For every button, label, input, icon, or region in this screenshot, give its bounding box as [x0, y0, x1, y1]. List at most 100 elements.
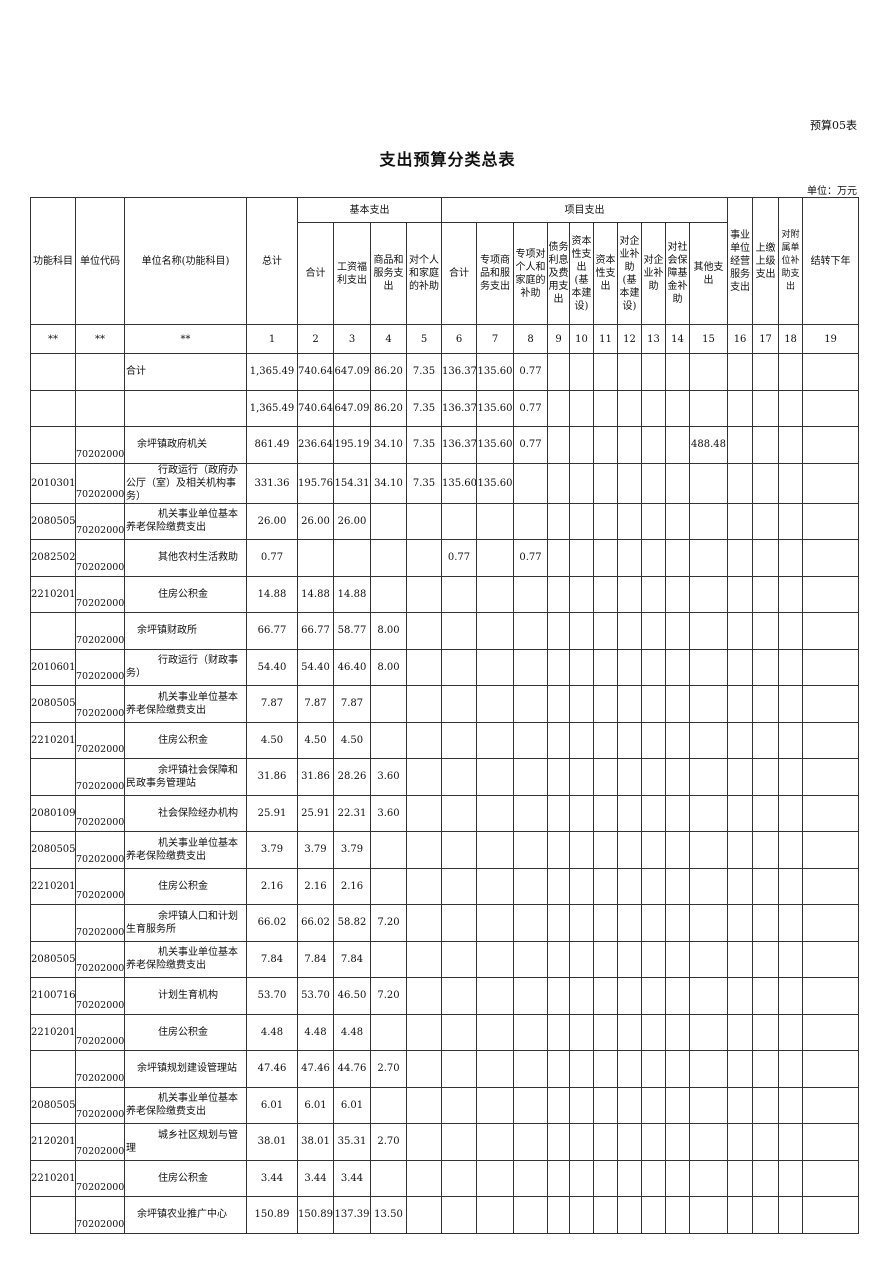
value-cell	[547, 1159, 570, 1197]
value-cell: 28.26	[333, 758, 371, 796]
value-cell	[665, 1086, 690, 1124]
func-subject-cell: 2210201	[30, 721, 76, 759]
value-cell	[547, 867, 570, 905]
column-index: **	[124, 324, 247, 354]
column-index: 8	[513, 324, 548, 354]
value-cell	[727, 575, 754, 613]
table-row: 2080505702020002机关事业单位基本养老保险缴费支出7.877.87…	[30, 685, 860, 723]
value-cell: 7.35	[406, 426, 442, 464]
header-other-col: 事业单位经营服务支出	[727, 197, 754, 325]
value-cell	[617, 904, 642, 942]
value-cell: 135.60	[476, 389, 514, 427]
header-basic-col: 对个人和家庭的补助	[406, 222, 442, 325]
value-cell	[641, 462, 666, 504]
value-cell: 488.48	[688, 426, 729, 464]
value-cell	[513, 1013, 548, 1051]
value-cell	[688, 575, 729, 613]
value-cell: 54.40	[297, 648, 334, 686]
value-cell: 34.10	[370, 462, 407, 504]
value-cell	[441, 612, 477, 650]
value-cell	[617, 539, 642, 577]
value-cell: 135.60	[476, 426, 514, 464]
form-number: 预算05表	[810, 119, 857, 132]
value-cell	[593, 353, 618, 391]
unit-code-cell: 702020002	[75, 685, 125, 723]
header-total: 总计	[246, 197, 298, 325]
value-cell: 58.82	[333, 904, 371, 942]
value-cell	[617, 1013, 642, 1051]
value-cell	[441, 904, 477, 942]
value-cell	[617, 389, 642, 427]
value-cell	[569, 940, 594, 978]
value-cell	[752, 831, 780, 869]
value-cell: 4.48	[297, 1013, 334, 1051]
value-cell	[593, 1086, 618, 1124]
value-cell: 6.01	[333, 1086, 371, 1124]
value-cell	[752, 389, 780, 427]
value-cell: 31.86	[297, 758, 334, 796]
value-cell	[569, 794, 594, 832]
value-cell	[727, 721, 754, 759]
value-cell	[569, 389, 594, 427]
value-cell	[665, 575, 690, 613]
value-cell	[406, 502, 442, 540]
value-cell	[802, 502, 860, 540]
value-cell	[778, 794, 804, 832]
header-project-group: 项目支出	[440, 197, 729, 223]
value-cell	[665, 685, 690, 723]
value-cell	[617, 426, 642, 464]
value-cell	[569, 1123, 594, 1161]
value-cell: 137.39	[333, 1196, 371, 1234]
value-cell: 2.16	[333, 867, 371, 905]
table-row: 2082502702020001其他农村生活救助0.770.770.77	[30, 539, 860, 577]
value-cell	[593, 462, 618, 504]
header-other-col: 结转下年	[802, 197, 860, 325]
unit-code-cell: 702020005	[75, 1086, 125, 1124]
value-cell	[406, 1050, 442, 1088]
value-cell	[727, 648, 754, 686]
value-cell	[802, 794, 860, 832]
value-cell	[569, 1013, 594, 1051]
value-cell	[406, 758, 442, 796]
column-index: 7	[476, 324, 514, 354]
value-cell: 4.50	[246, 721, 298, 759]
value-cell	[593, 685, 618, 723]
value-cell	[802, 389, 860, 427]
table-row: 2210201702020002住房公积金4.504.504.50	[30, 721, 860, 759]
value-cell: 34.10	[370, 426, 407, 464]
value-cell	[406, 1123, 442, 1161]
value-cell	[406, 904, 442, 942]
value-cell	[665, 426, 690, 464]
unit-name-cell: 合计	[124, 353, 247, 391]
value-cell	[547, 721, 570, 759]
value-cell: 150.89	[246, 1196, 298, 1234]
unit-code-cell: 702020003	[75, 867, 125, 905]
value-cell	[370, 831, 407, 869]
value-cell	[641, 758, 666, 796]
value-cell	[727, 426, 754, 464]
value-cell	[617, 1086, 642, 1124]
value-cell: 22.31	[333, 794, 371, 832]
value-cell	[688, 612, 729, 650]
column-index: 18	[778, 324, 804, 354]
value-cell	[802, 1086, 860, 1124]
value-cell: 1,365.49	[246, 353, 298, 391]
value-cell	[641, 940, 666, 978]
value-cell: 3.79	[297, 831, 334, 869]
unit-name-cell: 机关事业单位基本养老保险缴费支出	[124, 1086, 247, 1124]
value-cell	[665, 648, 690, 686]
value-cell	[778, 867, 804, 905]
value-cell	[476, 831, 514, 869]
value-cell	[513, 1123, 548, 1161]
value-cell	[802, 685, 860, 723]
unit-name-cell: 余坪镇农业推广中心	[124, 1196, 247, 1234]
value-cell	[476, 502, 514, 540]
column-index: 13	[641, 324, 666, 354]
value-cell	[476, 940, 514, 978]
unit-code-cell: 702020005	[75, 1050, 125, 1088]
value-cell	[802, 426, 860, 464]
value-cell	[441, 1159, 477, 1197]
value-cell	[617, 1050, 642, 1088]
value-cell	[617, 758, 642, 796]
value-cell	[569, 539, 594, 577]
